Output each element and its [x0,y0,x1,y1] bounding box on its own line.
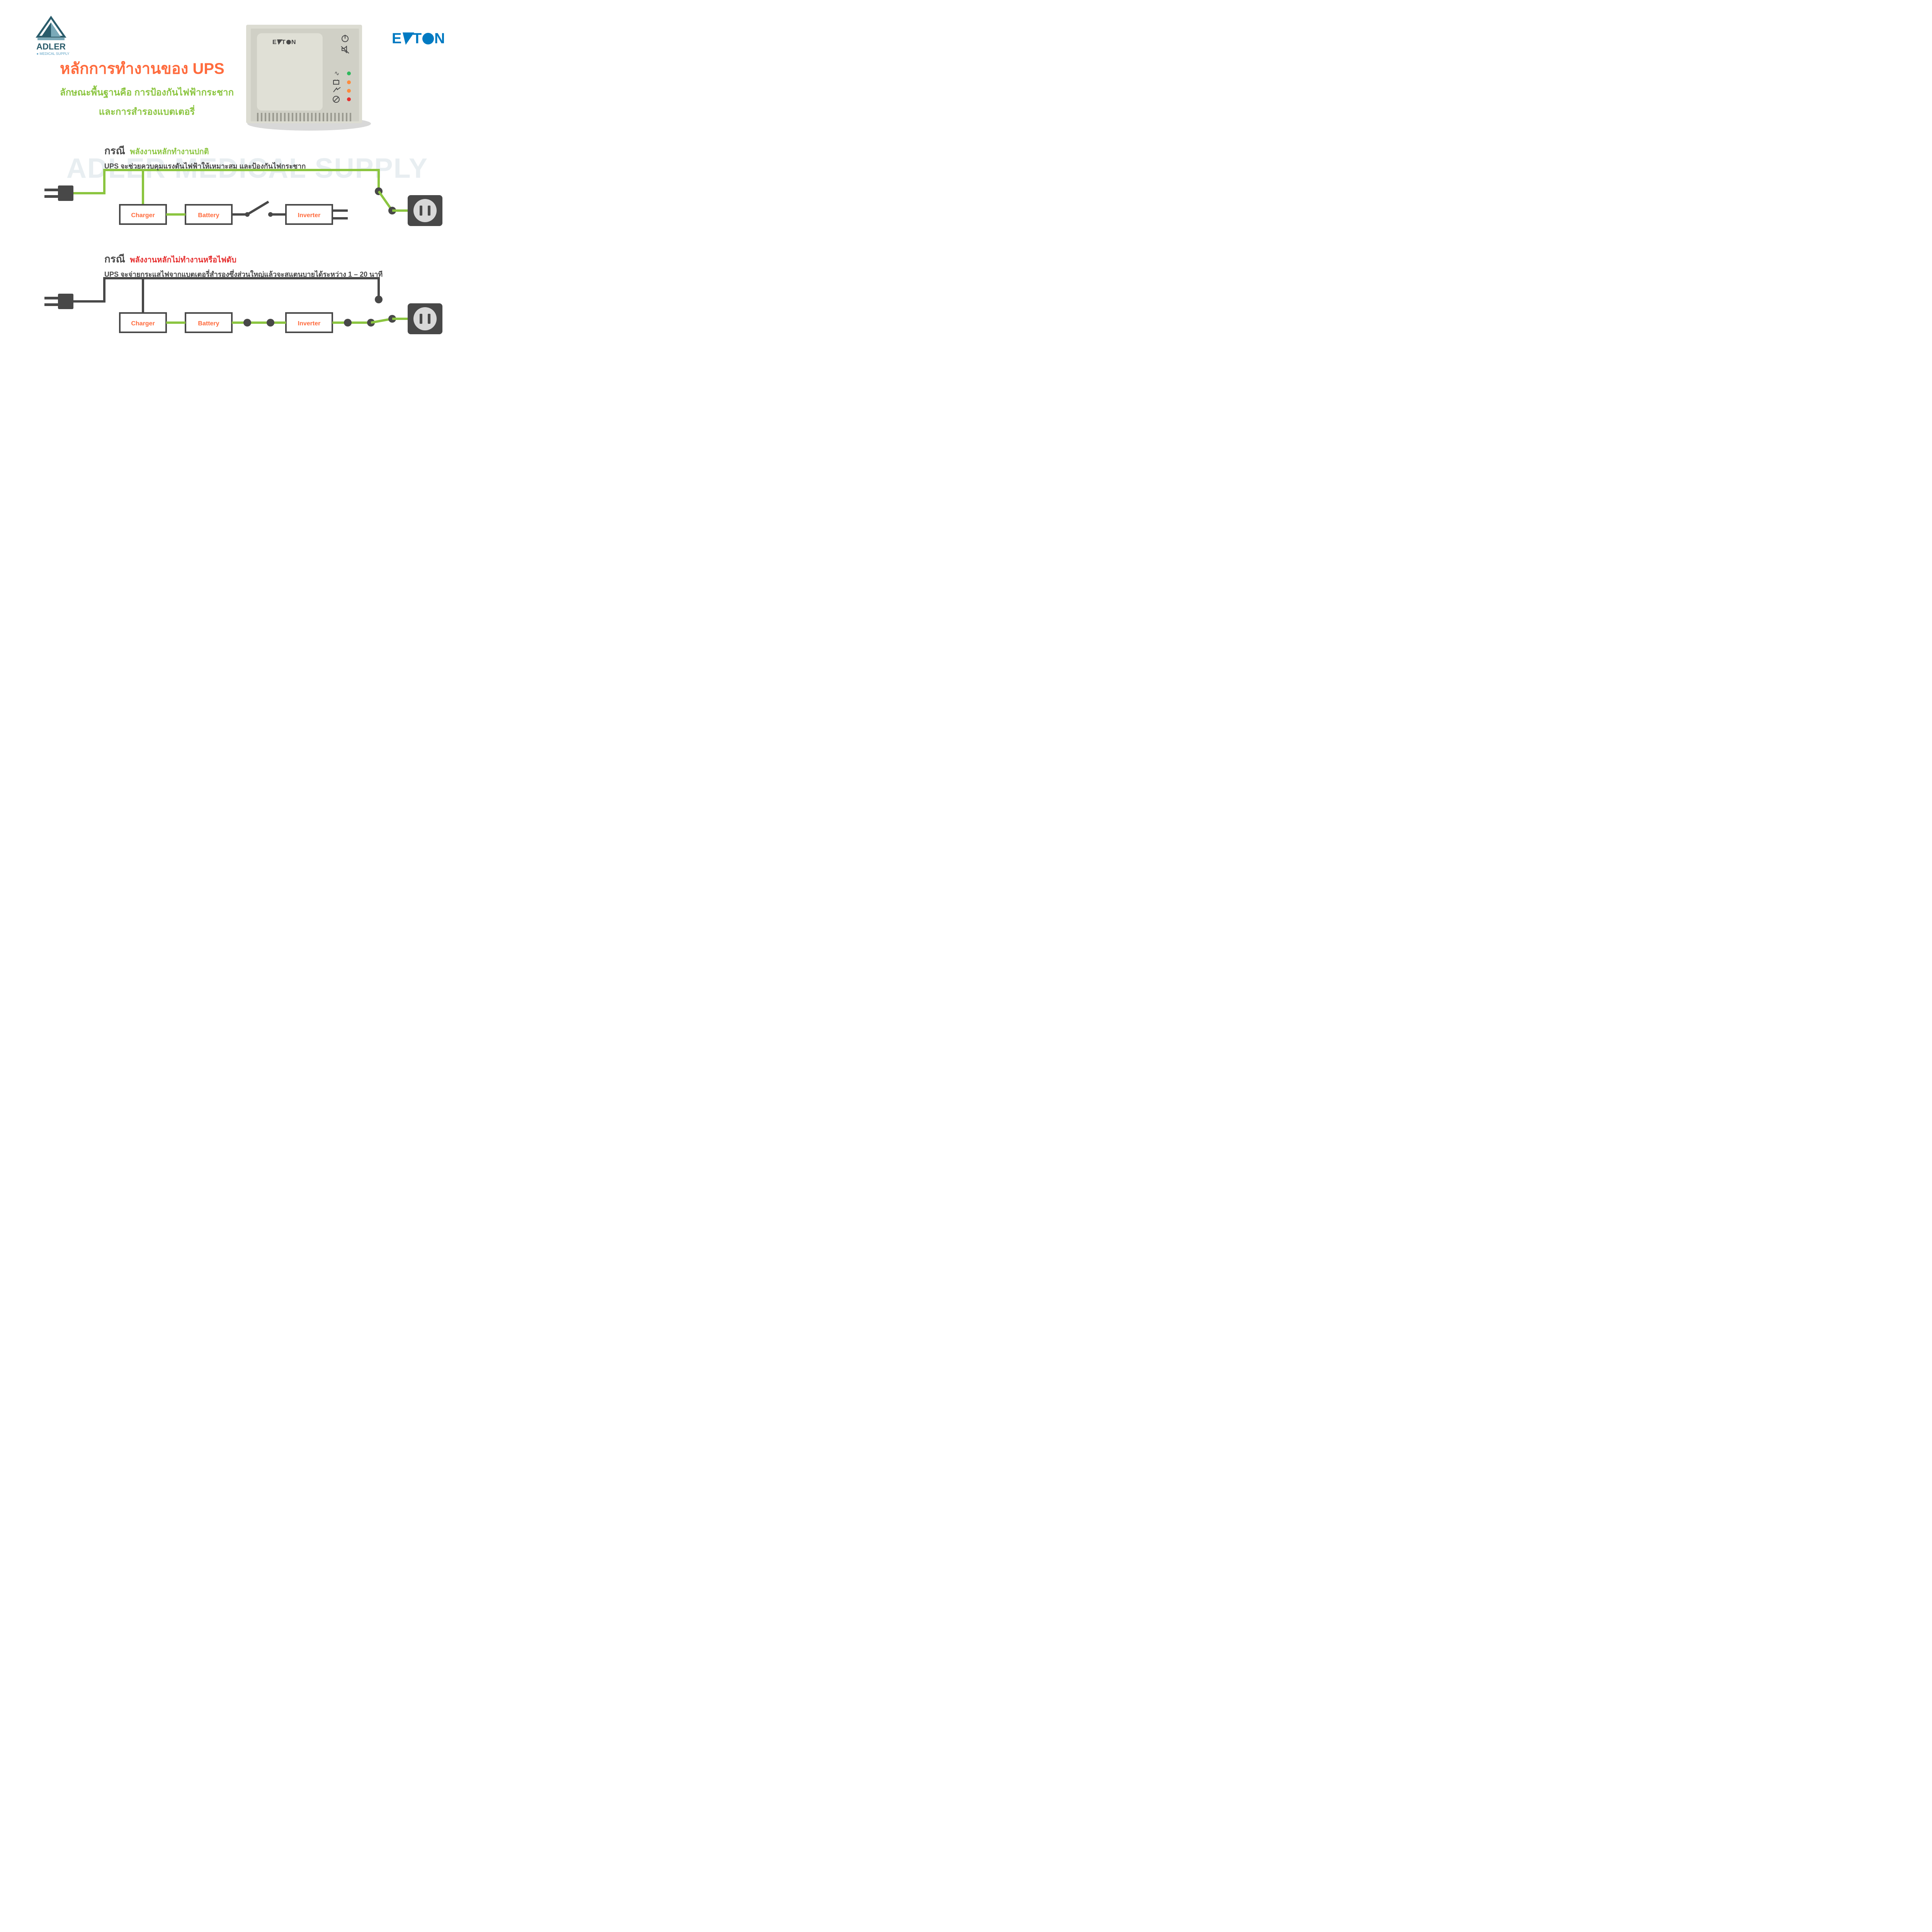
svg-text:T: T [282,39,286,46]
svg-text:N: N [291,39,296,46]
ups-device-illustration: ETN ∿ [245,23,373,133]
svg-text:● MEDICAL SUPPLY: ● MEDICAL SUPPLY [37,52,70,56]
case2-condition: พลังงานหลักไม่ทำงานหรือไฟดับ [130,253,236,266]
case1-desc: UPS จะช่วยควบคุมแรงดันไฟฟ้าให้เหมาะสม แล… [104,160,306,172]
case2-text: กรณี พลังงานหลักไม่ทำงานหรือไฟดับ UPS จะ… [104,251,383,280]
svg-text:E: E [392,31,402,46]
svg-text:∿: ∿ [334,70,339,77]
battery-box-label: Battery [198,212,219,219]
svg-text:E: E [272,39,277,46]
battery-box-label: Battery [198,320,219,327]
svg-text:ADLER: ADLER [36,42,66,51]
svg-text:N: N [434,31,445,46]
inverter-box-label: Inverter [298,212,321,219]
main-title: หลักการทำงานของ UPS [60,56,234,81]
case2-desc: UPS จะจ่ายกระแสไฟจากแบตเตอรี่สำรองซึ่งส่… [104,269,383,280]
plug-icon [44,294,73,309]
plug-icon [44,185,73,201]
case1-text: กรณี พลังงานหลักทำงานปกติ UPS จะช่วยควบค… [104,143,306,172]
case2-label: กรณี [104,251,125,267]
adler-logo: ADLER ● MEDICAL SUPPLY [28,15,74,60]
socket-icon [408,195,442,226]
subtitle-line-1: ลักษณะพื้นฐานคือ การป้องกันไฟฟ้ากระชาก [60,85,234,100]
case1-condition: พลังงานหลักทำงานปกติ [130,145,209,158]
eaton-logo: E T N [392,31,469,50]
charger-box-label: Charger [131,320,155,327]
subtitle-line-2: และการสำรองแบตเตอรี่ [60,105,234,119]
socket-icon [408,303,442,334]
title-block: หลักการทำงานของ UPS ลักษณะพื้นฐานคือ การ… [60,56,234,120]
svg-text:T: T [413,31,422,46]
charger-box-label: Charger [131,212,155,219]
case1-label: กรณี [104,143,125,159]
inverter-box-label: Inverter [298,320,321,327]
